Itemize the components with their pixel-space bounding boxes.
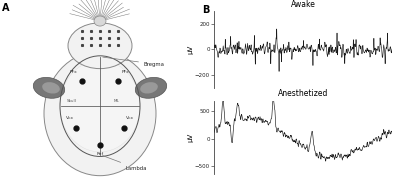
- Ellipse shape: [44, 51, 156, 176]
- Ellipse shape: [135, 77, 167, 98]
- Ellipse shape: [33, 77, 65, 98]
- Text: Skull: Skull: [67, 99, 77, 103]
- Text: ML: ML: [113, 99, 119, 103]
- Ellipse shape: [68, 23, 132, 69]
- Text: A: A: [2, 3, 10, 13]
- Y-axis label: μV: μV: [187, 45, 193, 54]
- Text: Bregma: Bregma: [103, 57, 165, 67]
- Text: Vcx: Vcx: [66, 116, 74, 120]
- Title: Awake: Awake: [290, 0, 316, 9]
- Text: PFx: PFx: [70, 70, 78, 74]
- Ellipse shape: [42, 82, 60, 94]
- Text: PFx: PFx: [122, 70, 130, 74]
- Title: Anesthetized: Anesthetized: [278, 89, 328, 98]
- Text: Lambda: Lambda: [103, 156, 147, 171]
- Text: B: B: [202, 5, 209, 16]
- Text: Vcx: Vcx: [126, 116, 134, 120]
- Ellipse shape: [140, 82, 158, 94]
- Text: Ref: Ref: [96, 152, 104, 156]
- Y-axis label: μV: μV: [187, 133, 193, 142]
- Ellipse shape: [60, 60, 140, 152]
- Ellipse shape: [94, 16, 106, 26]
